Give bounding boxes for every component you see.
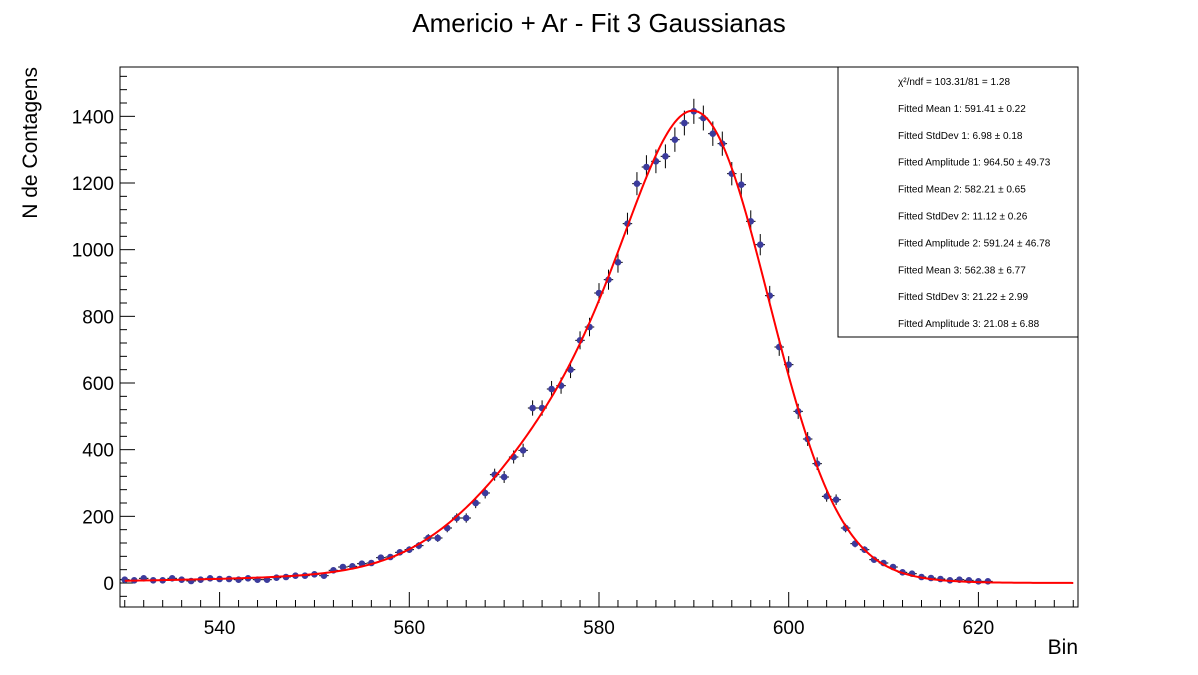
data-marker [434, 534, 442, 542]
y-tick-label: 1200 [72, 174, 114, 195]
data-marker [681, 119, 688, 127]
data-marker [519, 447, 527, 454]
stats-box-frame [837, 66, 1079, 338]
stats-line: Fitted Amplitude 1: 964.50 ± 49.73 [898, 158, 1051, 169]
y-tick-label: 1400 [72, 107, 114, 128]
y-tick-label: 1000 [72, 241, 114, 262]
data-point [660, 144, 671, 169]
y-tick-label: 0 [103, 574, 114, 595]
data-point [831, 494, 841, 505]
data-marker [832, 496, 840, 503]
data-point [338, 563, 348, 571]
data-marker [614, 259, 622, 266]
data-marker [462, 514, 470, 522]
stats-line: Fitted StdDev 2: 11.12 ± 0.26 [898, 212, 1028, 223]
x-tick-label: 540 [204, 618, 236, 639]
stats-box: χ²/ndf = 103.31/81 = 1.28 Fitted Mean 1: … [837, 66, 1079, 338]
data-marker [500, 473, 508, 481]
data-marker [737, 181, 745, 188]
y-axis-label: N de Contagens [19, 67, 42, 219]
data-marker [121, 576, 129, 583]
stats-line: Fitted StdDev 1: 6.98 ± 0.18 [898, 131, 1023, 142]
stats-line: χ²/ndf = 103.31/81 = 1.28 [898, 77, 1010, 88]
stats-line: Fitted Amplitude 3: 21.08 ± 6.88 [898, 319, 1040, 330]
data-point [433, 534, 443, 542]
data-marker [548, 385, 555, 393]
tick-labels: 540 560 580 600 620 0 200 400 600 800 1000 1200 1400 [72, 107, 995, 639]
data-point [632, 172, 642, 196]
data-point [499, 471, 509, 483]
data-point [470, 497, 481, 509]
data-point [527, 400, 538, 416]
data-point [376, 554, 386, 561]
x-tick-label: 560 [393, 618, 425, 639]
y-tick-label: 800 [82, 307, 114, 328]
axis-ticks [120, 75, 1074, 607]
y-tick-label: 400 [82, 441, 114, 462]
data-marker [529, 404, 536, 412]
y-tick-label: 600 [82, 374, 114, 395]
y-tick-label: 200 [82, 507, 114, 528]
stats-line: Fitted Mean 2: 582.21 ± 0.65 [898, 185, 1026, 196]
stats-line: Fitted Amplitude 2: 591.24 ± 46.78 [898, 238, 1051, 249]
data-marker [643, 163, 650, 171]
data-point [546, 380, 557, 398]
data-marker [377, 554, 385, 561]
fit-curve [124, 109, 1074, 584]
stats-line: Fitted Mean 3: 562.38 ± 6.77 [898, 265, 1026, 276]
data-marker [481, 489, 489, 497]
data-marker [662, 153, 669, 160]
data-point [120, 576, 130, 583]
data-marker [756, 241, 764, 248]
data-point [736, 173, 747, 197]
data-point [461, 513, 471, 523]
data-marker [709, 130, 717, 137]
stats-line: Fitted StdDev 3: 21.22 ± 2.99 [898, 292, 1028, 303]
data-marker [472, 499, 479, 507]
stats-line: Fitted Mean 1: 591.41 ± 0.22 [898, 104, 1026, 115]
data-point [518, 443, 528, 457]
data-marker [671, 136, 679, 143]
data-marker [633, 180, 641, 187]
x-tick-label: 620 [963, 618, 995, 639]
stats-lines: χ²/ndf = 103.31/81 = 1.28 Fitted Mean 1: … [898, 77, 1051, 330]
data-point [755, 234, 765, 256]
x-tick-label: 600 [773, 618, 805, 639]
data-marker [339, 563, 347, 571]
data-marker [453, 514, 461, 522]
data-point [679, 110, 690, 136]
x-tick-label: 580 [583, 618, 615, 639]
x-axis-label: Bin [1048, 636, 1078, 659]
chart-title: Americio + Ar - Fit 3 Gaussianas [412, 8, 786, 38]
data-point [670, 127, 680, 152]
